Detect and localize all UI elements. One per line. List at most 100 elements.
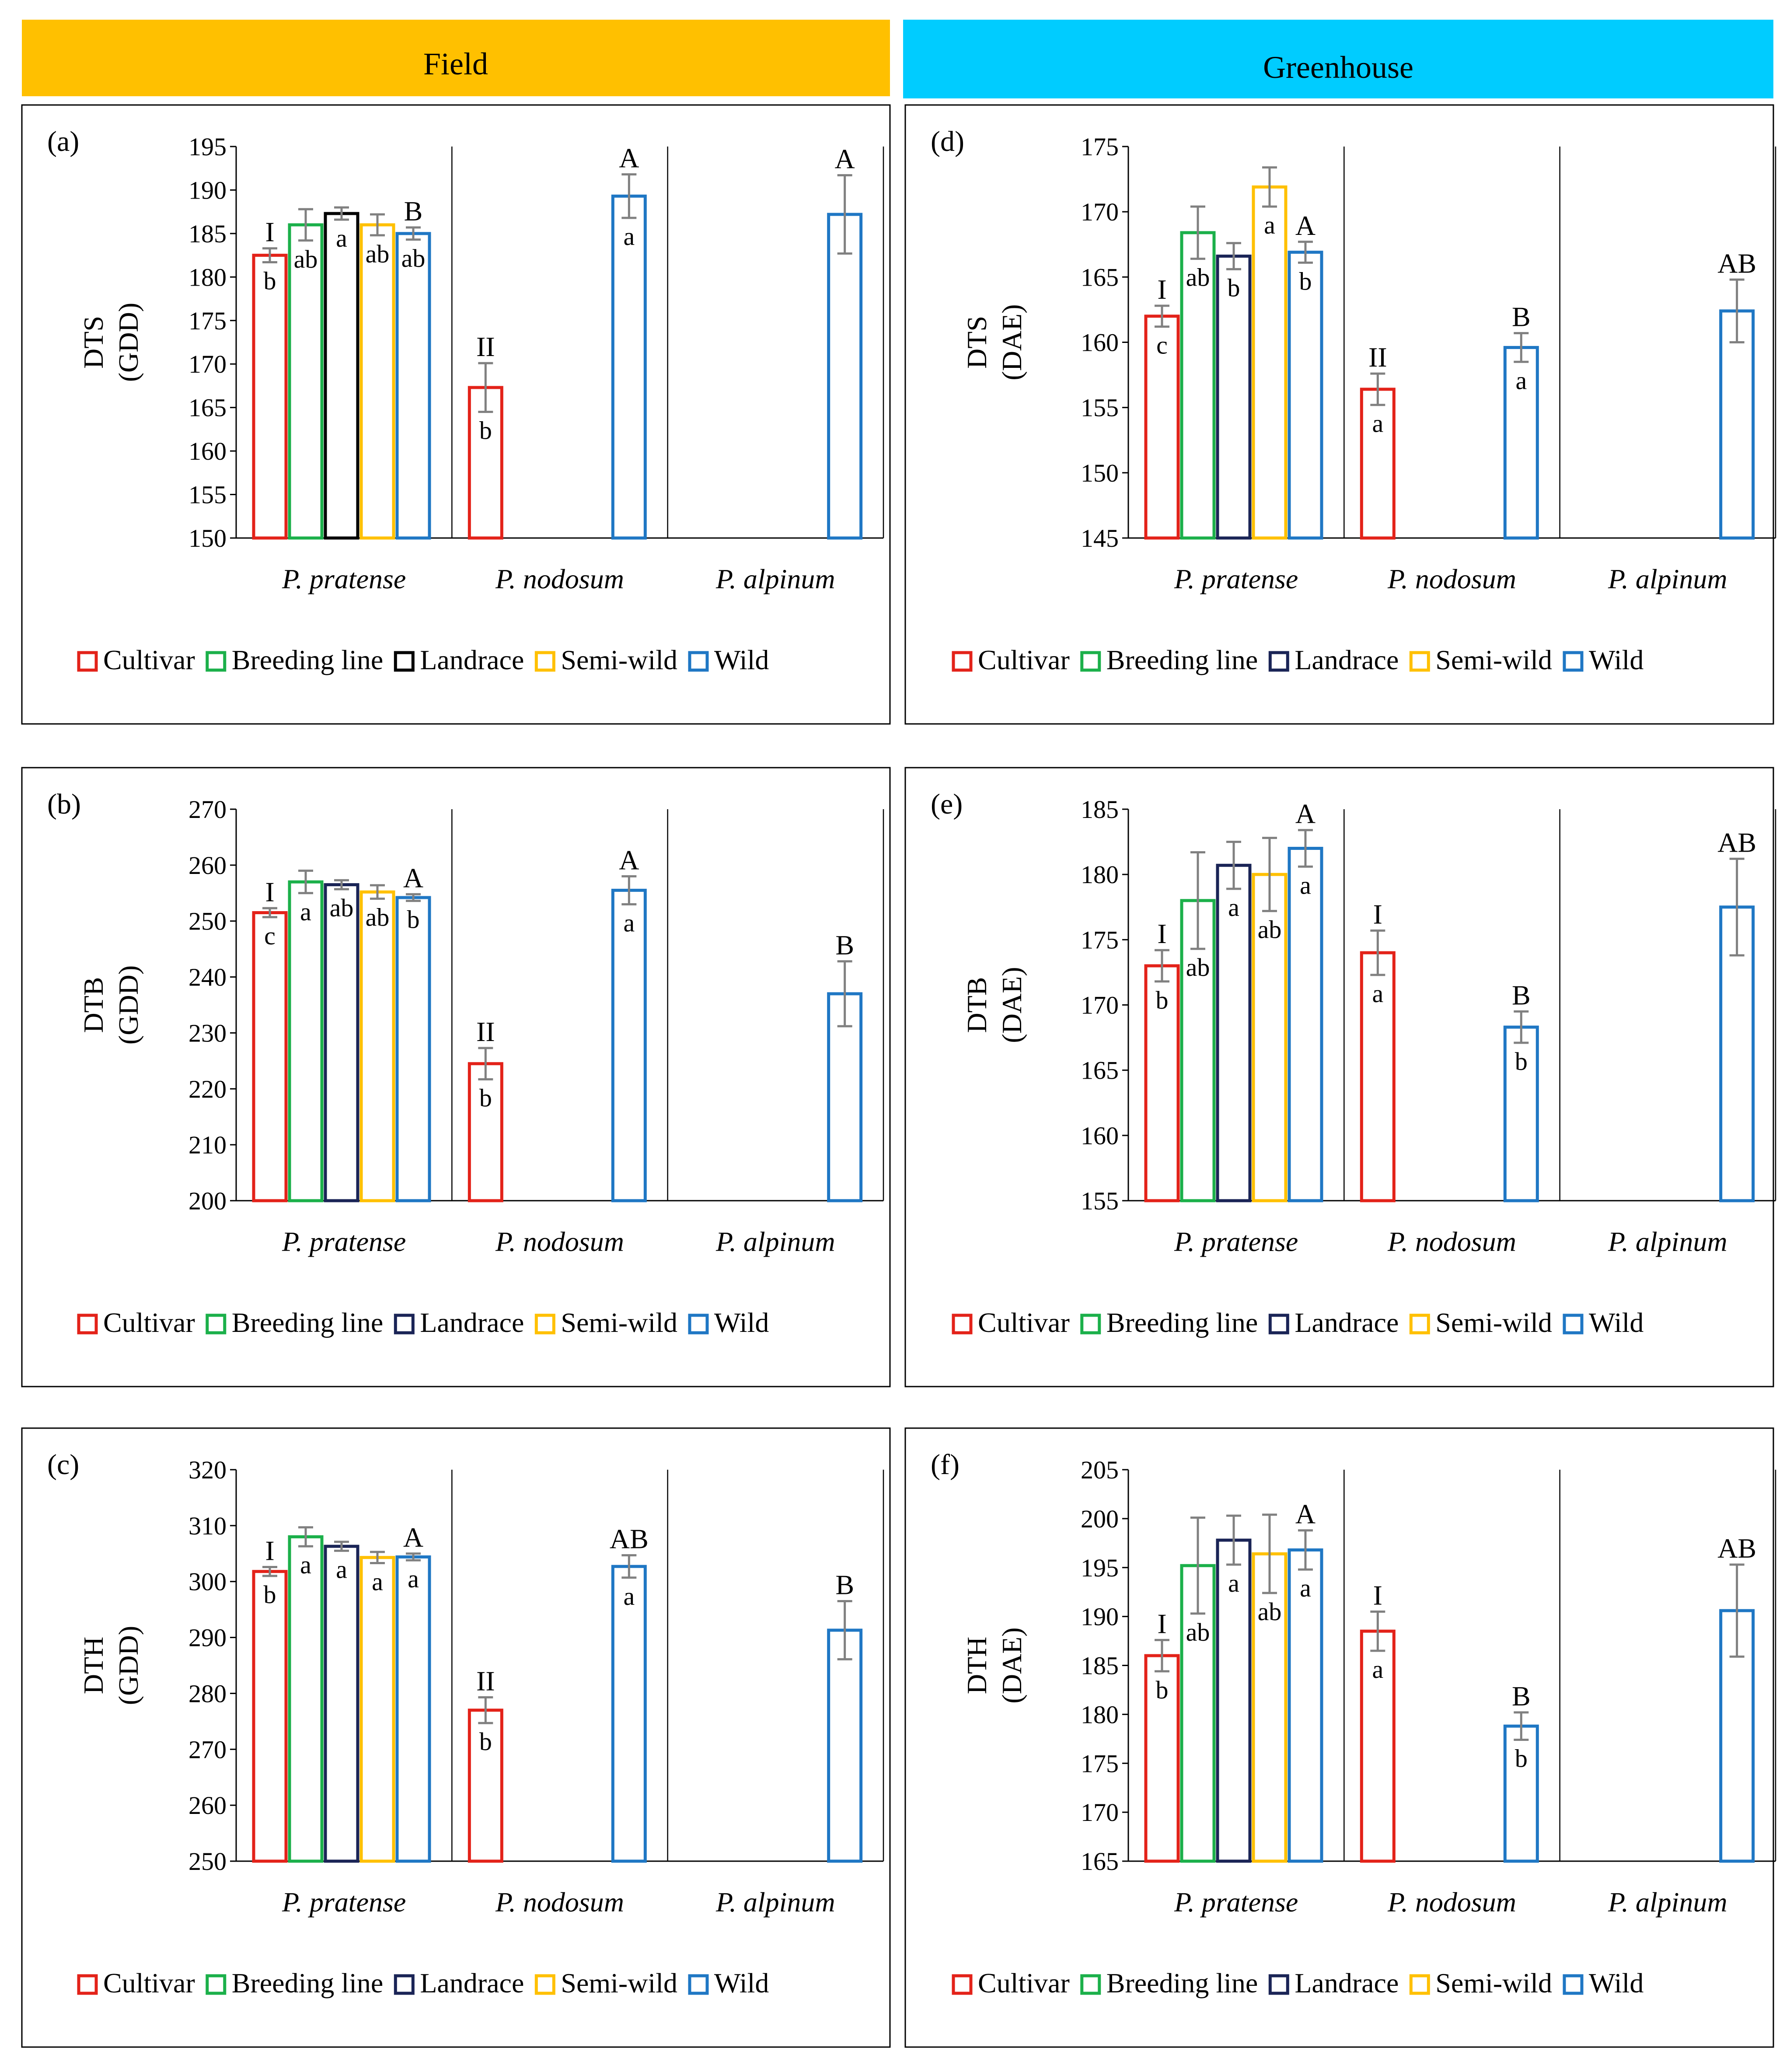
significance-upper: A: [403, 862, 423, 893]
bar-breeding-line: [1180, 231, 1216, 540]
y-tick-label: 160: [1081, 1122, 1119, 1150]
bar-semi-wild: [359, 1556, 395, 1863]
panel-b: (b) DTB (GDD) 200 210 220 230 240 250 260 270 P. pr…: [21, 767, 891, 1387]
legend-swatch: [688, 651, 709, 672]
bar-semi-wild: [1252, 1552, 1288, 1863]
legend-label: Cultivar: [103, 1307, 195, 1338]
legend-swatch: [77, 651, 98, 672]
significance-lower: b: [479, 1084, 492, 1112]
legend-swatch: [1080, 1314, 1101, 1335]
significance-upper: I: [1157, 1608, 1166, 1639]
y-tick-label: 210: [188, 1131, 227, 1159]
y-tick-label: 180: [1081, 1700, 1119, 1729]
significance-lower: ab: [1258, 1597, 1282, 1626]
panel-label: (c): [47, 1449, 79, 1481]
significance-lower: a: [1300, 871, 1311, 899]
panel-frame: [904, 104, 1774, 725]
legend-swatch: [688, 1314, 709, 1335]
panel-label: (b): [47, 788, 81, 820]
y-tick-label: 290: [188, 1624, 227, 1652]
y-tick-label: 310: [188, 1512, 227, 1540]
significance-upper: AB: [1717, 248, 1756, 279]
y-tick-label: 200: [1081, 1505, 1119, 1533]
significance-upper: B: [835, 1569, 854, 1600]
legend-label: Breeding line: [232, 644, 384, 675]
legend-swatch: [1409, 1314, 1430, 1335]
y-tick-label: 175: [188, 307, 227, 335]
y-tick-label: 270: [188, 795, 227, 824]
significance-upper: I: [265, 1535, 274, 1566]
y-tick-label: 170: [1081, 991, 1119, 1020]
significance-upper: B: [1512, 979, 1531, 1010]
legend-swatch: [688, 1974, 709, 1995]
significance-lower: a: [1372, 1655, 1383, 1684]
significance-lower: ab: [366, 240, 390, 268]
category-label: P. alpinum: [715, 1887, 835, 1918]
y-tick-label: 260: [188, 1791, 227, 1820]
category-label: P. pratense: [1174, 1226, 1298, 1257]
y-tick-label: 250: [188, 1847, 227, 1876]
legend-label: Semi-wild: [561, 644, 677, 675]
bar-semi-wild: [1252, 873, 1288, 1202]
significance-upper: II: [476, 1016, 495, 1047]
legend-swatch: [206, 1974, 227, 1995]
significance-upper: II: [476, 1665, 495, 1696]
significance-lower: ab: [1186, 953, 1210, 982]
y-tick-label: 155: [188, 481, 227, 509]
bar-cultivar: [1360, 951, 1396, 1202]
significance-upper: AB: [1717, 827, 1756, 858]
significance-upper: I: [265, 876, 274, 907]
significance-upper: A: [619, 844, 639, 875]
y-tick-label: 160: [1081, 328, 1119, 357]
significance-lower: a: [623, 1582, 635, 1611]
legend-label: Semi-wild: [1435, 644, 1552, 675]
legend-swatch: [1409, 651, 1430, 672]
significance-upper: AB: [1717, 1533, 1756, 1564]
legend: Cultivar Breeding line Landrace Semi-wild Wi…: [77, 644, 769, 675]
y-tick-label: 160: [188, 437, 227, 465]
y-tick-label: 185: [1081, 795, 1119, 824]
bar-wild: [1503, 1025, 1539, 1202]
panel-label: (d): [931, 126, 964, 157]
legend-swatch: [952, 1974, 973, 1995]
legend-label: Semi-wild: [1435, 1307, 1552, 1338]
significance-lower: a: [623, 222, 635, 251]
bar-semi-wild: [359, 890, 395, 1202]
significance-lower: a: [1228, 1569, 1239, 1597]
y-tick-label: 250: [188, 907, 227, 936]
significance-upper: I: [1157, 918, 1166, 949]
bar-landrace: [324, 212, 359, 540]
legend-label: Landrace: [1295, 644, 1399, 675]
bar-cultivar: [468, 1709, 503, 1863]
legend-swatch: [1268, 1974, 1289, 1995]
greenhouse-header: [903, 20, 1773, 98]
category-label: P. alpinum: [715, 1226, 835, 1257]
significance-lower: b: [264, 1580, 276, 1609]
significance-lower: a: [300, 898, 311, 926]
y-tick-label: 220: [188, 1075, 227, 1103]
bar-breeding-line: [1180, 1564, 1216, 1863]
legend-label: Cultivar: [978, 644, 1070, 675]
legend-label: Wild: [1589, 1307, 1643, 1338]
legend-label: Semi-wild: [561, 1307, 677, 1338]
legend: Cultivar Breeding line Landrace Semi-wild Wi…: [952, 1307, 1643, 1338]
significance-lower: a: [1515, 366, 1527, 395]
y-axis-title: DTH (GDD): [78, 1626, 144, 1705]
legend: Cultivar Breeding line Landrace Semi-wild Wi…: [952, 644, 1643, 675]
y-tick-label: 190: [1081, 1603, 1119, 1631]
significance-upper: AB: [610, 1523, 649, 1555]
legend-label: Wild: [714, 1307, 769, 1338]
y-tick-label: 300: [188, 1568, 227, 1596]
y-tick-label: 155: [1081, 394, 1119, 422]
significance-upper: II: [476, 331, 495, 362]
significance-upper: B: [835, 929, 854, 961]
legend-label: Landrace: [420, 644, 524, 675]
y-tick-label: 170: [1081, 198, 1119, 226]
legend-label: Breeding line: [232, 1307, 384, 1338]
significance-lower: c: [1156, 331, 1168, 360]
bar-wild: [1719, 905, 1755, 1202]
bar-wild: [611, 1565, 647, 1863]
panel-f: (f) DTH (DAE) 165 170 175 180 185 190 195 200 205 P.…: [904, 1427, 1776, 2048]
legend-swatch: [394, 1314, 415, 1335]
category-label: P. alpinum: [1608, 1226, 1727, 1257]
